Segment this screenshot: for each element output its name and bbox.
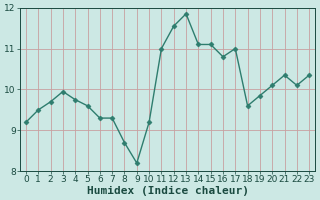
X-axis label: Humidex (Indice chaleur): Humidex (Indice chaleur) [87,186,249,196]
